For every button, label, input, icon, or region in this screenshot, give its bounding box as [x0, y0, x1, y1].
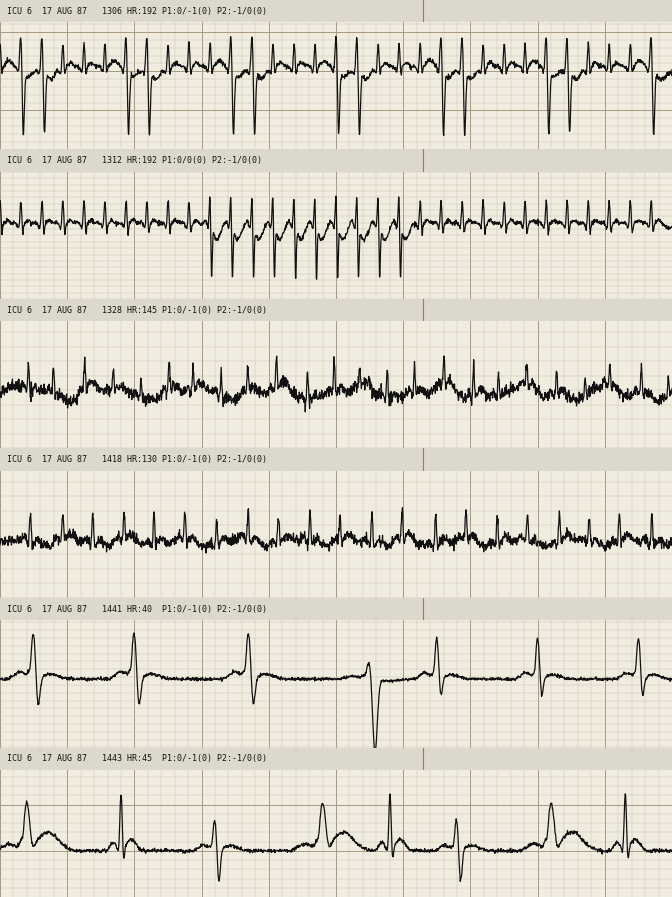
Text: ICU 6  17 AUG 87   1312 HR:192 P1:0/0(0) P2:-1/0(0): ICU 6 17 AUG 87 1312 HR:192 P1:0/0(0) P2… [7, 156, 261, 165]
Text: ICU 6  17 AUG 87   1306 HR:192 P1:0/-1(0) P2:-1/0(0): ICU 6 17 AUG 87 1306 HR:192 P1:0/-1(0) P… [7, 6, 267, 16]
Text: ICU 6  17 AUG 87   1443 HR:45  P1:0/-1(0) P2:-1/0(0): ICU 6 17 AUG 87 1443 HR:45 P1:0/-1(0) P2… [7, 754, 267, 763]
Text: ICU 6  17 AUG 87   1441 HR:40  P1:0/-1(0) P2:-1/0(0): ICU 6 17 AUG 87 1441 HR:40 P1:0/-1(0) P2… [7, 605, 267, 614]
Text: ICU 6  17 AUG 87   1328 HR:145 P1:0/-1(0) P2:-1/0(0): ICU 6 17 AUG 87 1328 HR:145 P1:0/-1(0) P… [7, 306, 267, 315]
Text: ICU 6  17 AUG 87   1418 HR:130 P1:0/-1(0) P2:-1/0(0): ICU 6 17 AUG 87 1418 HR:130 P1:0/-1(0) P… [7, 455, 267, 465]
